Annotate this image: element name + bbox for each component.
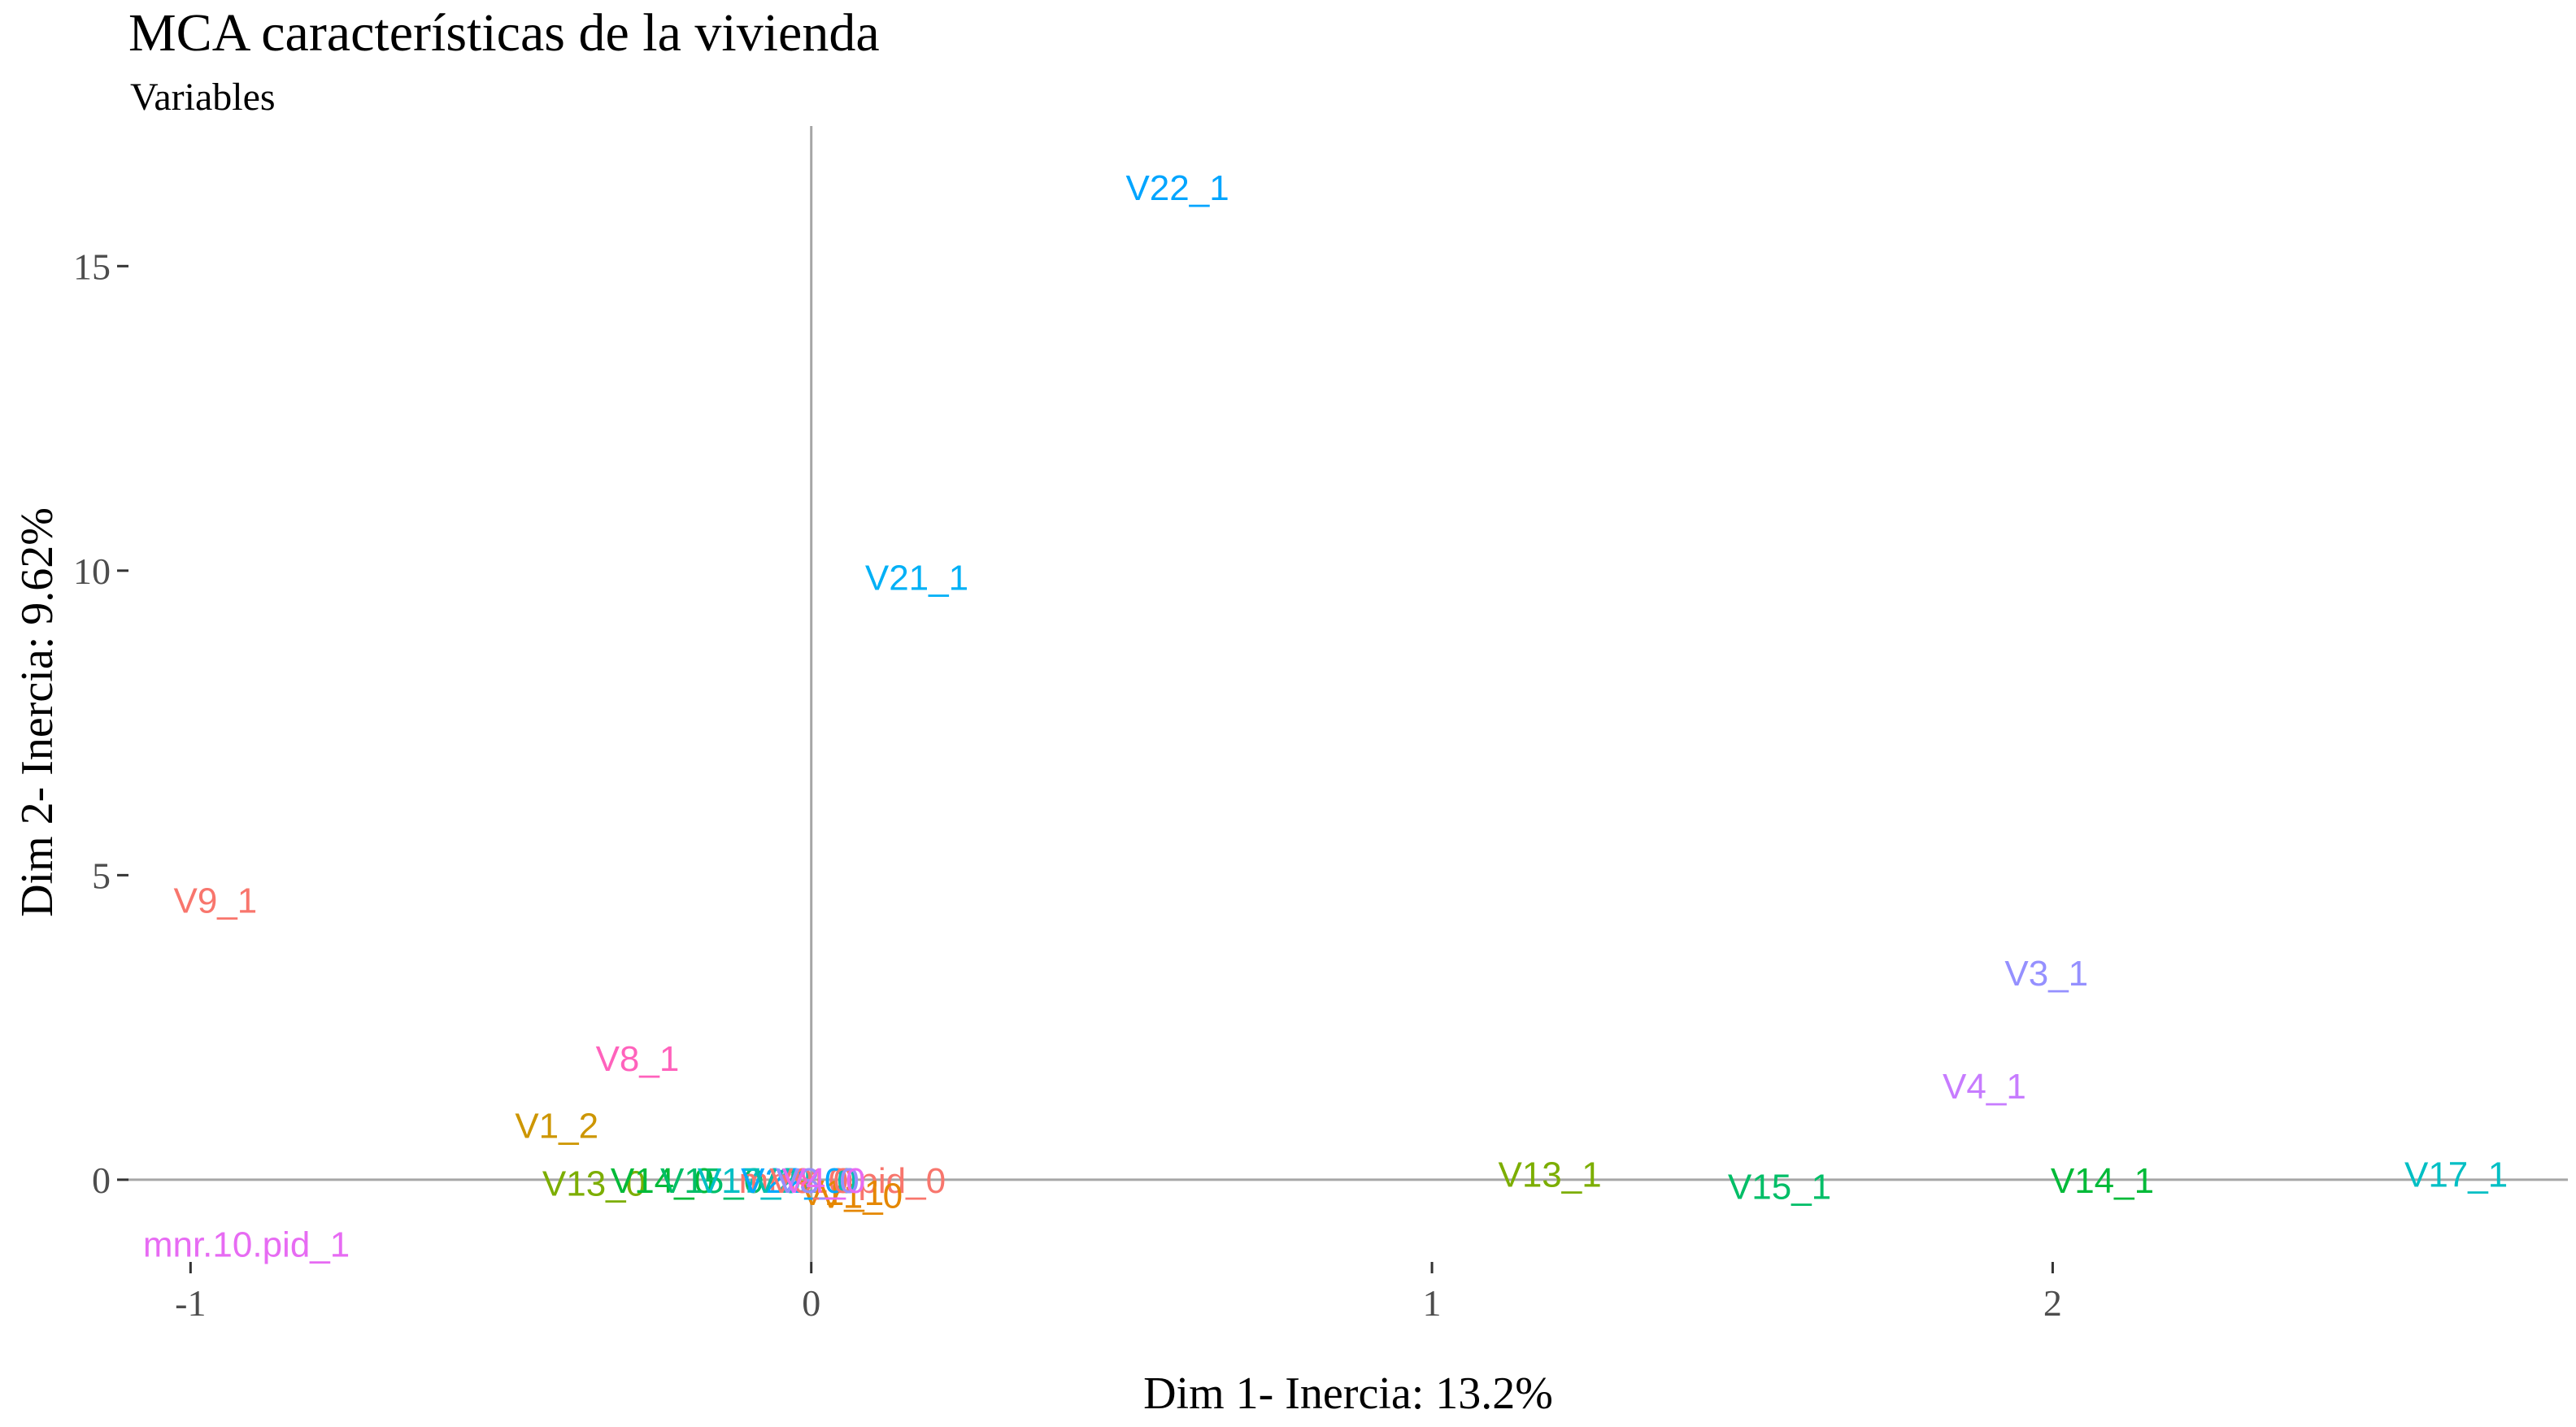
point-label-v22-1: V22_1 (1125, 168, 1229, 208)
point-label-v4-1: V4_1 (1943, 1067, 2026, 1107)
point-label-v8-0: V8_0 (776, 1161, 859, 1201)
point-label-v17-0: V17_0 (698, 1161, 801, 1201)
x-tick-label: -1 (175, 1282, 206, 1324)
x-axis-title: Dim 1- Inercia: 13.2% (1143, 1368, 1553, 1419)
point-label-v22-0: V22_0 (741, 1161, 844, 1201)
point-label-v8-1: V8_1 (596, 1039, 680, 1079)
point-label-v3-0: V3_0 (776, 1161, 859, 1201)
zero-lines (128, 126, 2568, 1262)
y-axis-title: Dim 2- Inercia: 9.62% (12, 507, 63, 917)
point-labels: V22_1 V21_1 V9_1 V3_1 V8_1 V4_1 V1_2 V13_1 V15_1… (143, 168, 2508, 1265)
chart-subtitle: Variables (130, 76, 276, 119)
point-label-v9-1: V9_1 (173, 881, 257, 920)
point-label-v15-1: V15_1 (1728, 1167, 1831, 1207)
x-tick-label: 0 (802, 1282, 820, 1324)
point-label-mnr-10-pid-1: mnr.10.pid_1 (143, 1225, 350, 1265)
point-label-v1-1: V1_1 (800, 1173, 884, 1213)
y-tick-label: 10 (73, 550, 111, 592)
point-label-v15-0: V15_0 (660, 1161, 764, 1201)
y-tick-label: 5 (92, 855, 111, 896)
point-label-v3-1: V3_1 (2004, 954, 2088, 994)
x-tick-label: 2 (2043, 1282, 2062, 1324)
chart-title: MCA características de la vivienda (128, 3, 880, 63)
point-label-v9-0: V9_0 (769, 1161, 853, 1201)
point-label-v21-1: V21_1 (865, 558, 968, 598)
titles: MCA características de la vivienda Varia… (12, 3, 1553, 1419)
point-label-v13-1: V13_1 (1498, 1155, 1601, 1194)
point-label-v21-0: V21_0 (753, 1161, 856, 1201)
point-label-v1-0: V1_0 (819, 1177, 903, 1216)
point-label-v1-2: V1_2 (515, 1106, 598, 1146)
y-tick-label: 0 (92, 1159, 111, 1201)
axes: -1 0 1 2 0 5 10 15 (73, 246, 2062, 1324)
point-label-v17-1: V17_1 (2404, 1155, 2508, 1194)
point-label-v4-0: V4_0 (782, 1161, 866, 1201)
point-label-v14-0: V14_0 (611, 1161, 714, 1201)
y-tick-label: 15 (73, 246, 111, 287)
x-tick-label: 1 (1423, 1282, 1442, 1324)
point-label-v13-0: V13_0 (542, 1164, 646, 1204)
point-label-v14-1: V14_1 (2051, 1161, 2154, 1201)
point-label-mnr-10-pid-0: mnr.10.pid_0 (739, 1161, 946, 1201)
